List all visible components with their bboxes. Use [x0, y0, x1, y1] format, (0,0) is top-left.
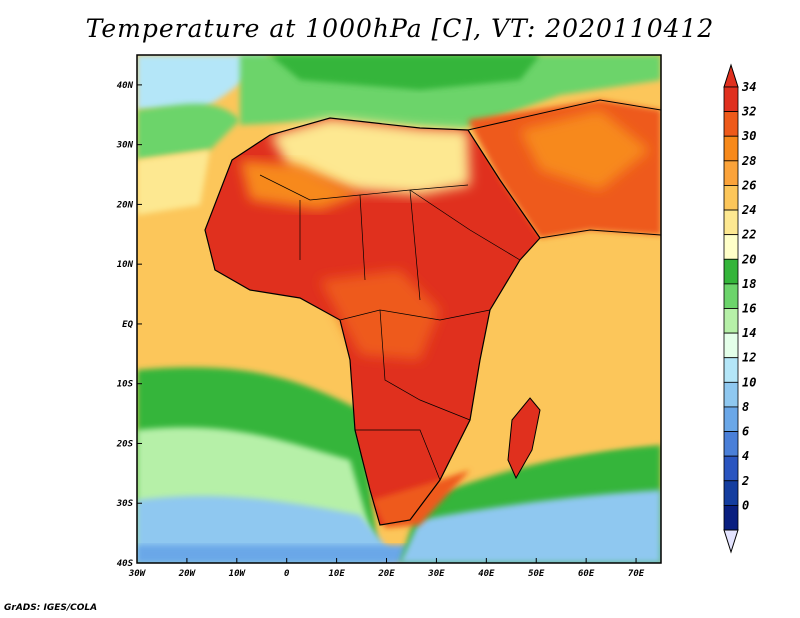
- colorbar-label: 6: [742, 425, 749, 439]
- x-tick-label: 40E: [478, 569, 495, 579]
- colorbar-top-arrow: [723, 63, 739, 88]
- colorbar-label: 32: [741, 105, 756, 119]
- colorbar-segment: [723, 332, 739, 359]
- colorbar-segment: [723, 135, 739, 162]
- y-tick-label: 20N: [116, 200, 134, 210]
- colorbar-segment: [723, 308, 739, 334]
- colorbar-segment: [723, 357, 739, 383]
- colorbar-segment: [723, 209, 739, 236]
- colorbar-segment: [723, 381, 739, 408]
- colorbar-label: 34: [741, 80, 756, 94]
- colorbar-label: 10: [742, 375, 756, 389]
- colorbar-segment: [723, 160, 739, 186]
- colorbar-label: 24: [741, 203, 756, 217]
- colorbar-segment: [723, 431, 739, 457]
- colorbar-label: 26: [741, 178, 756, 192]
- y-tick-label: EQ: [122, 320, 133, 330]
- y-tick-label: 40N: [117, 81, 134, 91]
- colorbar-label: 0: [742, 498, 749, 512]
- colorbar-label: 22: [741, 228, 756, 242]
- y-tick-label: 30N: [116, 141, 134, 151]
- colorbar-label: 14: [742, 326, 756, 340]
- plot-frame: [136, 54, 662, 564]
- colorbar-label: 16: [742, 302, 756, 316]
- colorbar-segment: [723, 455, 739, 482]
- colorbar-segment: [723, 480, 739, 506]
- colorbar-segment: [723, 234, 739, 260]
- colorbar-segment: [723, 406, 739, 432]
- x-tick-label: 30E: [427, 569, 445, 579]
- colorbar-label: 12: [742, 351, 756, 365]
- y-tick-label: 30S: [116, 499, 134, 509]
- x-tick-label: 60E: [578, 569, 595, 579]
- colorbar-segment: [723, 86, 739, 113]
- colorbar-label: 2: [741, 474, 749, 488]
- colorbar-segment: [723, 185, 739, 211]
- indian-ocean-region: [520, 230, 661, 460]
- map-title: Temperature at 1000hPa [C], VT: 20201104…: [85, 14, 715, 43]
- colorbar-segment: [723, 111, 739, 137]
- y-tick-label: 10N: [117, 260, 134, 270]
- colorbar-label: 30: [741, 129, 756, 143]
- x-tick-label: 20W: [178, 569, 197, 579]
- x-tick-label: 10W: [229, 569, 247, 579]
- colorbar-label: 8: [742, 400, 749, 414]
- colorbar-segment: [723, 283, 739, 309]
- colorbar-segment: [723, 258, 739, 285]
- x-tick-label: 70E: [628, 569, 645, 579]
- y-tick-label: 20S: [116, 439, 134, 449]
- map-field: [137, 55, 661, 563]
- latitude-ticks: 40N 30N 20N 10N EQ 10S 20S 30S 40S: [116, 81, 142, 569]
- longitude-ticks: 30W 20W 10W 0 10E 20E 30E 40E 50E 60E 70E: [128, 558, 645, 579]
- x-tick-label: 0: [284, 569, 290, 579]
- y-tick-label: 40S: [117, 559, 134, 569]
- grads-credit: GrADS: IGES/COLA: [4, 603, 98, 613]
- x-tick-label: 50E: [528, 569, 545, 579]
- colorbar-segment: [723, 504, 739, 531]
- country-borders: [259, 174, 521, 481]
- y-tick-label: 10S: [117, 380, 134, 390]
- x-tick-label: 20E: [377, 569, 395, 579]
- x-tick-label: 30W: [128, 569, 147, 579]
- colorbar-label: 18: [742, 277, 756, 291]
- colorbar-label: 28: [741, 154, 756, 168]
- colorbar-label: 4: [742, 449, 749, 463]
- madagascar: [507, 397, 541, 480]
- colorbar-label: 20: [741, 252, 756, 266]
- x-tick-label: 10E: [328, 569, 345, 579]
- colorbar-bottom-arrow: [723, 529, 739, 554]
